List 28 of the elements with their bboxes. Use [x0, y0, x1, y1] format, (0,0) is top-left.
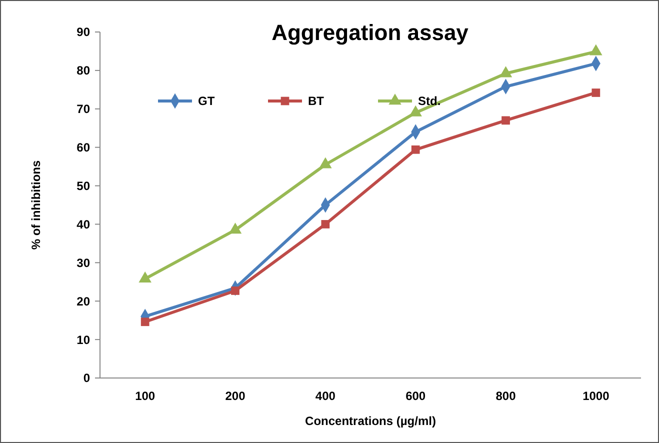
legend-label: Std. [418, 94, 441, 108]
x-tick-label: 1000 [582, 389, 610, 403]
y-tick-label: 0 [83, 371, 90, 386]
y-tick-label: 30 [76, 256, 90, 270]
x-tick-label: 100 [135, 389, 156, 403]
x-tick-label: 600 [406, 389, 426, 403]
y-tick-label: 40 [76, 217, 90, 232]
legend-label: BT [308, 94, 325, 108]
chart-title: Aggregation assay [272, 20, 470, 45]
y-tick-label: 70 [76, 102, 90, 116]
y-tick-label: 10 [76, 332, 90, 347]
y-tick-label: 90 [76, 25, 90, 40]
x-tick-label: 200 [225, 389, 246, 403]
point [502, 116, 510, 125]
y-tick-label: 20 [76, 294, 90, 308]
x-tick-label: 800 [496, 389, 516, 403]
point [231, 286, 240, 295]
y-tick-label: 60 [76, 140, 90, 155]
legend-label: GT [198, 94, 216, 108]
x-axis-title: Concentrations (µg/ml) [305, 414, 436, 428]
point [140, 318, 150, 326]
y-axis-title: % of inhibitions [29, 160, 43, 250]
x-tick-label: 400 [315, 389, 336, 403]
point [592, 88, 600, 97]
point [321, 220, 330, 228]
y-tick-label: 50 [76, 178, 90, 193]
y-tick-label: 80 [76, 64, 90, 78]
point [411, 145, 420, 154]
